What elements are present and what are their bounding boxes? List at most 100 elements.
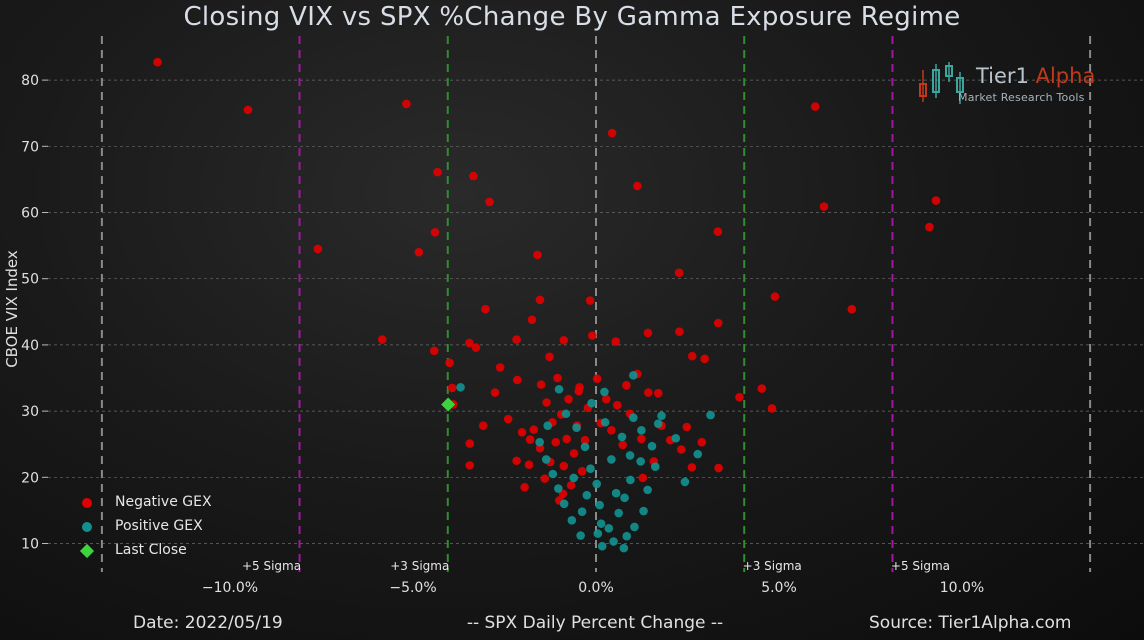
positive-gex-point <box>622 531 632 541</box>
negative-gex-point <box>687 463 697 472</box>
negative-gex-point <box>644 388 653 397</box>
negative-gex-point <box>675 327 684 336</box>
positive-gex-point <box>572 423 581 432</box>
positive-gex-point <box>582 490 592 500</box>
negative-gex-point <box>430 228 440 237</box>
negative-gex-point <box>520 482 529 492</box>
positive-gex-point <box>637 425 646 435</box>
y-tick-label: 10 <box>21 537 39 553</box>
negative-gex-point <box>402 99 411 109</box>
positive-gex-point <box>620 493 629 503</box>
y-axis-label: CBOE VIX Index <box>3 250 21 368</box>
sigma-label: +3 Sigma <box>743 559 802 573</box>
negative-gex-point <box>618 440 628 450</box>
negative-gex-point <box>757 384 767 393</box>
positive-gex-point <box>576 531 585 540</box>
negative-gex-point <box>490 388 500 397</box>
positive-gex-point <box>569 473 578 483</box>
negative-gex-point <box>575 382 584 392</box>
negative-gex-point <box>512 335 521 344</box>
negative-gex-point <box>517 427 527 437</box>
negative-gex-point <box>533 250 542 260</box>
legend-label: Positive GEX <box>115 518 203 534</box>
negative-gex-point <box>513 375 522 385</box>
negative-gex-point <box>559 461 569 471</box>
positive-gex-point <box>619 543 629 553</box>
sigma-label: +3 Sigma <box>390 559 449 573</box>
negative-gex-point <box>313 244 323 254</box>
negative-gex-point <box>713 227 723 236</box>
last-close-marker <box>441 397 456 412</box>
negative-gex-point <box>653 388 663 398</box>
positive-gex-point <box>647 441 657 451</box>
positive-gex-point <box>626 475 635 485</box>
positive-gex-point <box>595 500 604 510</box>
negative-gex-point <box>622 380 631 390</box>
legend-label: Negative GEX <box>115 494 212 510</box>
positive-gex-point <box>596 519 606 528</box>
positive-gex-point <box>592 479 602 489</box>
positive-gex-point <box>541 455 551 464</box>
positive-gex-point <box>650 462 660 472</box>
positive-gex-point <box>559 499 569 509</box>
y-tick-label: 20 <box>21 470 39 486</box>
positive-gex-point <box>680 477 690 487</box>
x-tick-label: 0.0% <box>578 580 614 596</box>
negative-gex-point <box>638 473 648 483</box>
negative-gex-point <box>153 57 162 67</box>
negative-gex-point <box>700 354 710 364</box>
negative-gex-point <box>503 414 513 424</box>
positive-gex-point <box>636 457 645 466</box>
negative-gex-point <box>767 404 777 413</box>
x-tick-label: −5.0% <box>389 580 436 596</box>
sigma-label: +5 Sigma <box>242 559 301 573</box>
positive-gex-point <box>567 516 577 525</box>
negative-gex-point <box>433 167 442 177</box>
negative-gex-point <box>495 363 505 372</box>
positive-gex-point <box>600 387 609 397</box>
x-tick-label: 5.0% <box>761 580 797 596</box>
negative-gex-point <box>601 394 611 404</box>
x-tick-label: 10.0% <box>940 580 984 596</box>
negative-gex-point <box>592 374 602 383</box>
negative-gex-point <box>465 439 475 448</box>
positive-gex-point <box>548 469 558 479</box>
y-tick-label: 70 <box>21 139 39 155</box>
negative-gex-point <box>553 373 562 383</box>
negative-gex-point <box>469 171 478 181</box>
positive-gex-point <box>629 413 638 423</box>
negative-gex-point <box>735 392 744 402</box>
negative-gex-point <box>551 437 561 447</box>
positive-gex-point <box>617 432 627 442</box>
negative-gex-point <box>447 383 457 393</box>
chart-title: Closing VIX vs SPX %Change By Gamma Expo… <box>183 2 961 32</box>
negative-gex-point <box>478 421 488 430</box>
negative-gex-point <box>243 105 253 115</box>
candlestick-icon <box>919 62 964 104</box>
negative-gex-point <box>559 335 569 345</box>
x-axis-label: -- SPX Daily Percent Change -- <box>466 613 724 633</box>
negative-gex-point <box>847 304 857 314</box>
negative-gex-point <box>697 437 707 447</box>
negative-gex-point <box>637 434 646 444</box>
positive-gex-point <box>609 537 618 546</box>
negative-gex-point <box>810 102 820 111</box>
positive-gex-point <box>554 384 564 394</box>
negative-gex-point <box>611 337 621 346</box>
footer-date: Date: 2022/05/19 <box>133 613 283 633</box>
positive-gex-point <box>587 398 596 408</box>
negative-gex-point <box>535 295 545 305</box>
positive-gex-point <box>611 488 621 498</box>
positive-gex-point <box>577 507 587 517</box>
legend-marker-positive-gex <box>82 522 92 532</box>
positive-gex-point <box>614 508 623 518</box>
positive-gex-point <box>629 371 638 380</box>
positive-gex-point <box>607 455 616 464</box>
positive-gex-point <box>653 419 663 428</box>
sigma-label: +5 Sigma <box>891 559 950 573</box>
negative-gex-point <box>633 181 642 191</box>
negative-gex-point <box>414 247 424 257</box>
positive-gex-point <box>671 433 681 443</box>
negative-gex-point <box>612 400 622 410</box>
